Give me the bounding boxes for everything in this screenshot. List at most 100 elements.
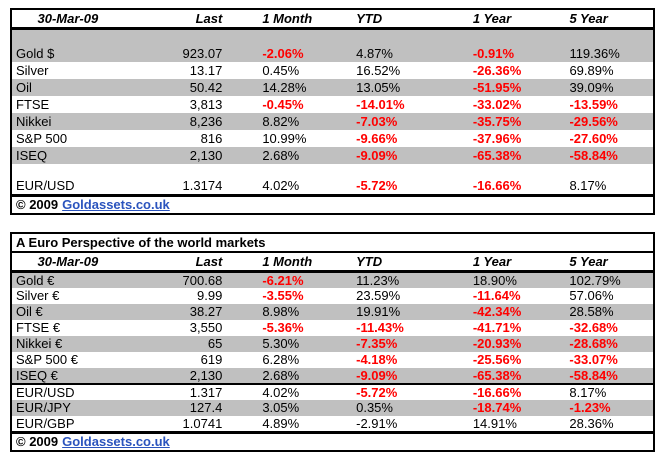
pct-1year: -0.91% xyxy=(472,46,515,61)
asset-label: Silver € xyxy=(16,288,60,303)
table-row: Nikkei € 65 5.30% -7.35% -20.93% -28.68% xyxy=(11,335,654,352)
table-row: FTSE 3,813 -0.45% -14.01% -33.02% -13.59% xyxy=(11,96,654,113)
pct-1month: 3.05% xyxy=(262,400,300,415)
col-header-5year: 5 Year xyxy=(569,10,608,26)
table-row: ISEQ 2,130 2.68% -9.09% -65.38% -58.84% xyxy=(11,147,654,164)
pct-ytd: 19.91% xyxy=(356,304,401,319)
asset-label: FTSE € xyxy=(16,320,61,335)
pct-ytd: 13.05% xyxy=(356,80,401,95)
last-value: 700.68 xyxy=(182,272,223,288)
pct-5year: -58.84% xyxy=(569,367,618,383)
table-row: EUR/USD 1.3174 4.02% -5.72% -16.66% 8.17% xyxy=(11,178,654,195)
pct-5year: 39.09% xyxy=(569,80,614,95)
pct-ytd: -5.72% xyxy=(356,178,398,194)
last-value: 816 xyxy=(200,131,223,146)
last-value: 619 xyxy=(200,352,223,367)
usd-markets-table: 30-Mar-09 Last 1 Month YTD 1 Year 5 Year… xyxy=(10,8,655,215)
pct-ytd: -9.66% xyxy=(356,131,398,146)
asset-label: Gold $ xyxy=(16,46,55,61)
asset-label: Silver xyxy=(16,63,49,78)
copyright-text: © 2009 xyxy=(16,434,59,450)
asset-label: Nikkei xyxy=(16,114,52,129)
goldassets-link[interactable]: Goldassets.co.uk xyxy=(62,197,170,213)
pct-1year: -18.74% xyxy=(472,400,522,415)
pct-5year: -13.59% xyxy=(569,97,618,112)
pct-ytd: 16.52% xyxy=(356,63,401,78)
pct-ytd: -7.03% xyxy=(356,114,398,129)
table-row: S&P 500 816 10.99% -9.66% -37.96% -27.60% xyxy=(11,130,654,147)
usd-table-footer: © 2009 Goldassets.co.uk xyxy=(11,195,654,214)
pct-1year: -26.36% xyxy=(472,63,522,78)
pct-1month: -3.55% xyxy=(262,288,304,303)
table-row: Gold € 700.68 -6.21% 11.23% 18.90% 102.79% xyxy=(11,271,654,288)
last-value: 1.3174 xyxy=(182,178,223,194)
euro-table-footer: © 2009 Goldassets.co.uk xyxy=(11,432,654,451)
pct-1year: -35.75% xyxy=(472,114,522,129)
pct-ytd: 23.59% xyxy=(356,288,401,303)
pct-1year: -65.38% xyxy=(472,367,522,383)
pct-1month: 5.30% xyxy=(262,336,300,351)
col-header-last: Last xyxy=(195,253,223,269)
pct-ytd: -5.72% xyxy=(356,384,398,400)
col-header-ytd: YTD xyxy=(356,10,383,26)
asset-label: S&P 500 xyxy=(16,131,68,146)
table-row: Oil € 38.27 8.98% 19.91% -42.34% 28.58% xyxy=(11,303,654,320)
col-header-1month: 1 Month xyxy=(262,253,313,269)
last-value: 127.4 xyxy=(189,400,223,415)
last-value: 13.17 xyxy=(189,63,223,78)
usd-table-header-row: 30-Mar-09 Last 1 Month YTD 1 Year 5 Year xyxy=(11,9,654,28)
pct-1year: -20.93% xyxy=(472,336,522,351)
pct-1month: -0.45% xyxy=(262,97,304,112)
last-value: 9.99 xyxy=(197,288,223,303)
pct-1year: -41.71% xyxy=(472,320,522,335)
pct-1year: -33.02% xyxy=(472,97,522,112)
asset-label: FTSE xyxy=(16,97,50,112)
table-row: Oil 50.42 14.28% 13.05% -51.95% 39.09% xyxy=(11,79,654,96)
pct-ytd: -2.91% xyxy=(356,415,398,431)
table-row: EUR/USD 1.317 4.02% -5.72% -16.66% 8.17% xyxy=(11,384,654,400)
euro-table-title-row: A Euro Perspective of the world markets xyxy=(11,233,654,252)
table-row: EUR/JPY 127.4 3.05% 0.35% -18.74% -1.23% xyxy=(11,399,654,416)
pct-ytd: -11.43% xyxy=(356,320,404,335)
spacer-cell xyxy=(11,164,654,178)
pct-1month: 10.99% xyxy=(262,131,307,146)
pct-1year: -16.66% xyxy=(472,178,522,194)
pct-1month: 0.45% xyxy=(262,63,300,78)
pct-5year: -29.56% xyxy=(569,114,618,129)
pct-5year: 102.79% xyxy=(569,272,621,288)
table-row: S&P 500 € 619 6.28% -4.18% -25.56% -33.07% xyxy=(11,352,654,368)
pct-5year: 8.17% xyxy=(569,384,607,400)
pct-ytd: -14.01% xyxy=(356,97,405,112)
last-value: 50.42 xyxy=(189,80,223,95)
last-value: 2,130 xyxy=(189,367,223,383)
pct-ytd: 0.35% xyxy=(356,400,393,415)
asset-label: Oil € xyxy=(16,304,43,319)
pct-5year: 69.89% xyxy=(569,63,614,78)
pct-5year: -27.60% xyxy=(569,131,618,146)
asset-label: ISEQ xyxy=(16,148,48,163)
asset-label: EUR/USD xyxy=(16,178,75,194)
asset-label: Gold € xyxy=(16,272,55,288)
pct-1month: -2.06% xyxy=(262,46,304,61)
col-header-1year: 1 Year xyxy=(472,10,512,26)
asset-label: Oil xyxy=(16,80,32,95)
last-value: 8,236 xyxy=(189,114,223,129)
pct-5year: 28.36% xyxy=(569,415,614,431)
pct-5year: 28.58% xyxy=(569,304,614,319)
pct-1year: -37.96% xyxy=(472,131,522,146)
asset-label: EUR/GBP xyxy=(16,415,75,431)
spacer-cell xyxy=(11,28,654,45)
last-value: 1.317 xyxy=(189,384,223,400)
pct-1year: -65.38% xyxy=(472,148,522,163)
col-header-5year: 5 Year xyxy=(569,253,608,269)
pct-1month: -6.21% xyxy=(262,272,304,288)
pct-5year: -1.23% xyxy=(569,400,611,415)
col-header-ytd: YTD xyxy=(356,253,383,269)
pct-1year: 18.90% xyxy=(472,272,517,288)
pct-1month: 14.28% xyxy=(262,80,307,95)
pct-ytd: -4.18% xyxy=(356,352,398,367)
col-header-1year: 1 Year xyxy=(472,253,512,269)
goldassets-link[interactable]: Goldassets.co.uk xyxy=(62,434,170,450)
pct-1year: -42.34% xyxy=(472,304,522,319)
pct-1year: -51.95% xyxy=(472,80,522,95)
